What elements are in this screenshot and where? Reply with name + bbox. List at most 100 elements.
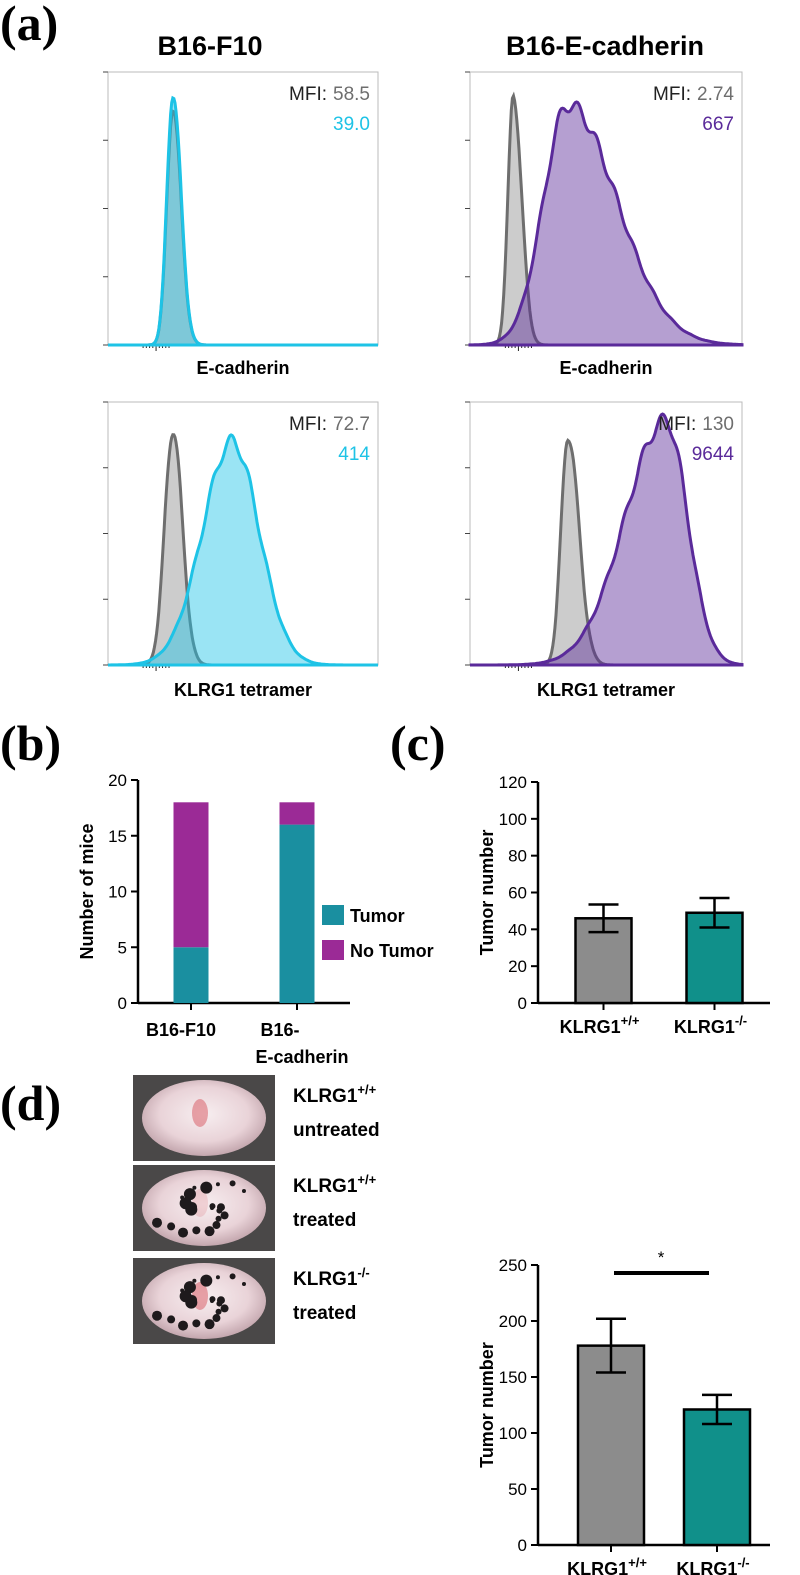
tumor-spot	[212, 1314, 221, 1323]
mfi-value: 414	[338, 444, 370, 465]
tumor-spot	[241, 1282, 246, 1287]
x-axis-label: KLRG1 tetramer	[174, 680, 312, 700]
x-tick-label: KLRG1-/-	[676, 1555, 749, 1575]
tumor-spot	[185, 1203, 198, 1216]
column-title: B16-E-cadherin	[506, 31, 704, 61]
tumor-spot	[185, 1296, 198, 1309]
y-tick-label: 250	[499, 1256, 527, 1275]
x-axis-label: E-cadherin	[559, 358, 652, 378]
mfi-label: MFI:	[289, 414, 327, 435]
mfi-value: 667	[702, 114, 734, 135]
photo-label: KLRG1+/+	[293, 1172, 377, 1197]
y-tick-label: 100	[499, 1424, 527, 1443]
error-bar	[588, 903, 619, 934]
category-label: KLRG1	[674, 1017, 735, 1037]
category-superscript: -/-	[735, 1013, 747, 1028]
y-tick-label: 10	[108, 883, 127, 902]
tumor-spot	[215, 1215, 222, 1222]
tumor-spot	[180, 1288, 185, 1293]
tumor-spot	[212, 1221, 221, 1230]
bar-segment	[279, 802, 315, 825]
x-tick-label: KLRG1+/+	[567, 1555, 647, 1575]
mfi-value: 39.0	[333, 114, 370, 135]
mfi-label: MFI:	[289, 84, 327, 105]
mfi-text: MFI: 58.5	[289, 84, 370, 105]
category-label: KLRG1	[676, 1559, 737, 1575]
tumor-spot	[200, 1181, 213, 1194]
x-tick-label: B16-E-cadherin	[255, 1020, 348, 1067]
photo-caption: treated	[293, 1210, 356, 1231]
tumor-spot	[178, 1227, 189, 1238]
y-tick-label: 20	[108, 771, 127, 790]
tumor-spot	[192, 1278, 197, 1283]
mfi-value: 2.74	[697, 84, 734, 105]
legend-label: No Tumor	[350, 941, 434, 961]
mfi-value: 9644	[692, 444, 735, 465]
y-tick-label: 5	[118, 938, 127, 957]
category-superscript: +/+	[621, 1013, 640, 1028]
x-tick-label: KLRG1+/+	[560, 1013, 640, 1037]
bar-segment	[279, 824, 315, 1003]
tumor-spot	[229, 1180, 236, 1187]
bar	[682, 1408, 752, 1547]
lung-highlight	[192, 1099, 208, 1127]
mfi-value: 72.7	[333, 414, 370, 435]
photo-caption: untreated	[293, 1120, 380, 1141]
y-tick-label: 120	[499, 773, 527, 792]
bar-segment	[173, 947, 209, 1003]
tumor-spot	[216, 1203, 225, 1212]
mfi-value: 130	[702, 414, 734, 435]
error-bar	[596, 1317, 626, 1374]
y-tick-label: 60	[508, 884, 527, 903]
tumor-spot	[200, 1274, 213, 1287]
tumor-spot	[209, 1296, 216, 1303]
tumor-spot	[216, 1296, 225, 1305]
panel-label: (d)	[0, 1075, 61, 1131]
mfi-text: MFI: 130	[658, 414, 734, 435]
y-axis-label: Tumor number	[477, 830, 497, 956]
mfi-label: MFI:	[658, 414, 696, 435]
tumor-spot	[180, 1195, 185, 1200]
panel-label: (c)	[390, 715, 446, 771]
tumor-spot	[220, 1304, 229, 1313]
y-tick-label: 100	[499, 810, 527, 829]
tumor-spot	[204, 1226, 215, 1237]
tumor-spot	[220, 1211, 229, 1220]
photo-caption: treated	[293, 1303, 356, 1324]
tumor-spot	[241, 1189, 246, 1194]
mfi-label: MFI:	[653, 84, 691, 105]
photo-label: KLRG1-/-	[293, 1265, 370, 1290]
bar-segment	[173, 802, 209, 948]
y-axis-label: Tumor number	[477, 1342, 497, 1468]
y-tick-label: 0	[518, 994, 527, 1013]
x-tick-label: KLRG1-/-	[674, 1013, 747, 1037]
histogram-curve	[468, 100, 744, 347]
y-axis-label: Number of mice	[77, 823, 97, 959]
tumor-spot	[215, 1182, 220, 1187]
panel-label: (a)	[0, 0, 58, 51]
photo-label-superscript: -/-	[357, 1265, 369, 1280]
tumor-spot	[215, 1275, 220, 1280]
category-label: KLRG1	[567, 1559, 628, 1575]
y-tick-label: 20	[508, 957, 527, 976]
y-tick-label: 150	[499, 1368, 527, 1387]
y-tick-label: 0	[118, 994, 127, 1013]
y-tick-label: 200	[499, 1312, 527, 1331]
tumor-spot	[192, 1319, 201, 1328]
tumor-spot	[167, 1315, 176, 1324]
tumor-spot	[178, 1320, 189, 1331]
x-axis-label: KLRG1 tetramer	[537, 680, 675, 700]
legend-swatch	[322, 905, 344, 925]
photo-label-base: KLRG1	[293, 1269, 358, 1290]
tumor-spot	[183, 1281, 196, 1294]
panel-label: (b)	[0, 715, 61, 771]
tumor-spot	[183, 1188, 196, 1201]
tumor-spot	[204, 1319, 215, 1330]
photo-label-superscript: +/+	[357, 1172, 376, 1187]
mfi-text: MFI: 2.74	[653, 84, 734, 105]
mfi-text: MFI: 72.7	[289, 414, 370, 435]
error-bar	[702, 1393, 732, 1426]
tumor-spot	[229, 1273, 236, 1280]
tumor-spot	[192, 1226, 201, 1235]
